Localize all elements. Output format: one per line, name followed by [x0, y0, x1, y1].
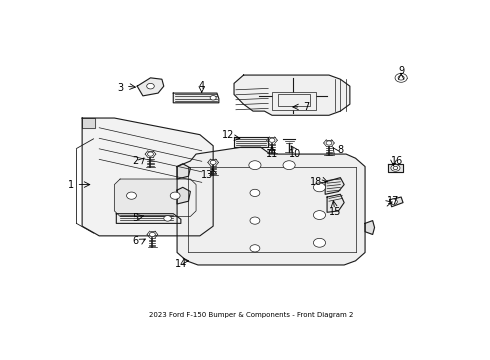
- Circle shape: [393, 166, 398, 170]
- Text: 7: 7: [303, 102, 309, 112]
- Text: 2: 2: [132, 156, 139, 166]
- Polygon shape: [177, 164, 190, 179]
- Circle shape: [126, 192, 136, 199]
- Polygon shape: [82, 118, 213, 236]
- Circle shape: [391, 165, 400, 171]
- Text: 14: 14: [175, 258, 187, 269]
- Circle shape: [147, 152, 153, 156]
- Circle shape: [314, 238, 325, 247]
- Circle shape: [147, 84, 154, 89]
- Polygon shape: [365, 221, 374, 234]
- Text: 15: 15: [328, 207, 341, 217]
- Circle shape: [269, 138, 275, 142]
- Text: 4: 4: [199, 81, 205, 91]
- Circle shape: [250, 189, 260, 197]
- Text: 16: 16: [391, 156, 403, 166]
- Polygon shape: [388, 164, 403, 172]
- Circle shape: [249, 161, 261, 170]
- Text: 12: 12: [222, 130, 235, 140]
- Polygon shape: [137, 78, 164, 96]
- Polygon shape: [177, 147, 365, 265]
- Circle shape: [326, 141, 332, 145]
- Text: 9: 9: [398, 66, 404, 76]
- Polygon shape: [115, 179, 196, 216]
- Text: 10: 10: [289, 149, 301, 159]
- Circle shape: [149, 232, 155, 237]
- Circle shape: [395, 73, 407, 82]
- Bar: [272, 92, 316, 110]
- Bar: [278, 94, 310, 105]
- Circle shape: [390, 199, 397, 204]
- Polygon shape: [325, 177, 344, 194]
- Polygon shape: [390, 197, 403, 207]
- Polygon shape: [234, 75, 350, 115]
- Text: 13: 13: [201, 170, 214, 180]
- Polygon shape: [82, 118, 96, 128]
- Text: 3: 3: [117, 82, 123, 93]
- Text: 17: 17: [387, 196, 400, 206]
- Circle shape: [250, 245, 260, 252]
- Circle shape: [250, 217, 260, 224]
- Polygon shape: [234, 138, 268, 147]
- Text: 1: 1: [68, 180, 74, 190]
- Text: 11: 11: [266, 149, 278, 159]
- Text: 5: 5: [132, 213, 139, 223]
- Circle shape: [210, 160, 216, 165]
- Polygon shape: [327, 194, 344, 212]
- Text: 6: 6: [132, 237, 138, 246]
- Text: 8: 8: [337, 145, 343, 155]
- Circle shape: [210, 96, 216, 100]
- Circle shape: [398, 76, 404, 80]
- Circle shape: [314, 183, 325, 192]
- Circle shape: [164, 216, 171, 221]
- Polygon shape: [116, 214, 181, 223]
- Text: 2023 Ford F-150 Bumper & Components - Front Diagram 2: 2023 Ford F-150 Bumper & Components - Fr…: [149, 312, 353, 318]
- Circle shape: [314, 211, 325, 220]
- Circle shape: [170, 192, 180, 199]
- Polygon shape: [177, 187, 190, 204]
- Text: 18: 18: [310, 177, 322, 187]
- Polygon shape: [173, 93, 219, 103]
- Circle shape: [283, 161, 295, 170]
